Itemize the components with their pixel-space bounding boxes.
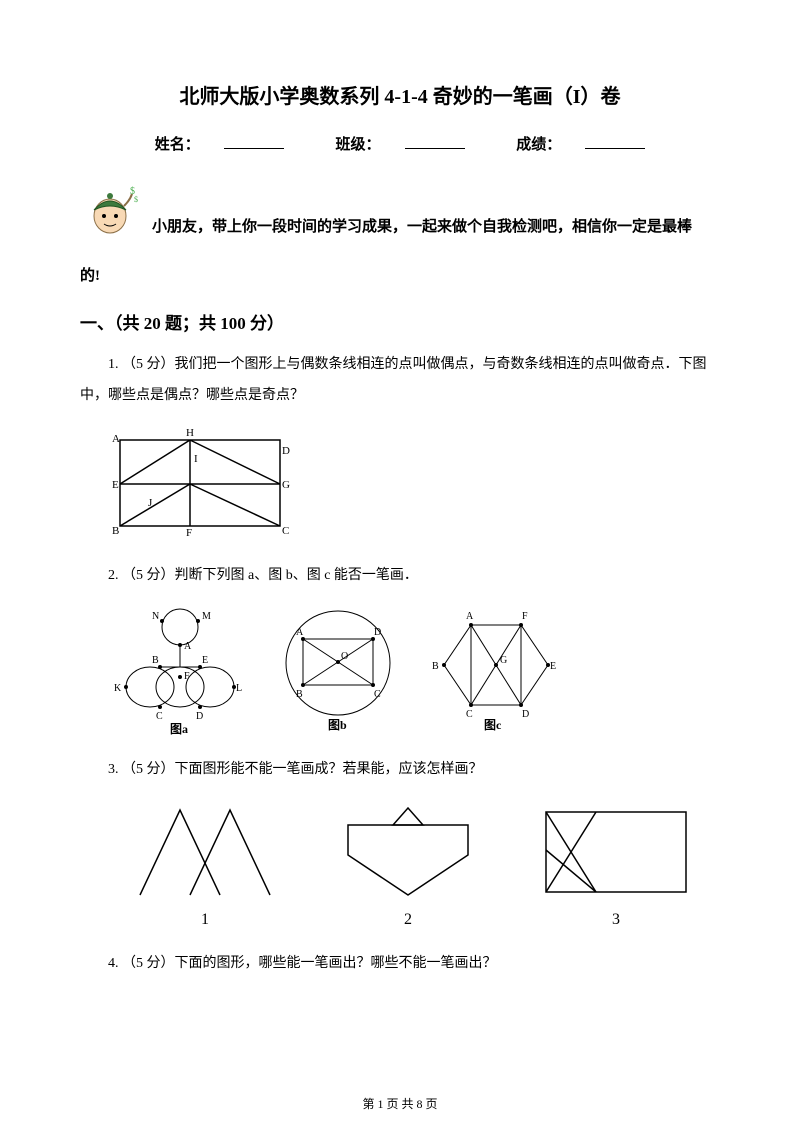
fig2b-label: 图b (328, 718, 347, 732)
score-field: 成绩： (504, 137, 657, 153)
svg-text:C: C (374, 689, 381, 700)
figure-q1: A H D E I G B F C J (110, 426, 720, 541)
question-3: 3. （5 分）下面图形能不能一笔画成？若果能，应该怎样画？ (80, 755, 720, 786)
svg-text:A: A (296, 627, 304, 638)
svg-text:A: A (184, 641, 192, 652)
question-4: 4. （5 分）下面的图形，哪些能一笔画出？哪些不能一笔画出？ (80, 949, 720, 980)
svg-text:L: L (236, 683, 242, 694)
fig-2c: A F B G E C D 图c (426, 605, 566, 735)
fig2c-label: 图c (484, 718, 502, 732)
svg-text:H: H (186, 427, 194, 439)
fig3-2: 2 (328, 800, 488, 929)
page-title: 北师大版小学奥数系列 4-1-4 奇妙的一笔画（I）卷 (80, 80, 720, 109)
svg-text:F: F (186, 527, 192, 536)
svg-text:E: E (550, 661, 556, 672)
svg-text:D: D (522, 709, 529, 720)
encouragement-tail: 的! (80, 264, 720, 285)
svg-text:D: D (196, 711, 203, 722)
svg-text:C: C (466, 709, 473, 720)
svg-text:J: J (148, 497, 153, 509)
svg-text:F: F (184, 671, 190, 682)
svg-text:D: D (374, 627, 381, 638)
svg-text:N: N (152, 611, 159, 622)
svg-text:B: B (432, 661, 439, 672)
encouragement-text: 小朋友，带上你一段时间的学习成果，一起来做个自我检测吧，相信你一定是最棒 (152, 212, 720, 242)
encouragement-row: $ $ 小朋友，带上你一段时间的学习成果，一起来做个自我检测吧，相信你一定是最棒 (80, 182, 720, 242)
svg-text:B: B (152, 655, 159, 666)
meta-row: 姓名： 班级： 成绩： (80, 133, 720, 154)
svg-text:F: F (522, 611, 528, 622)
fig2a-label: 图a (170, 722, 188, 735)
mascot-icon: $ $ (80, 182, 140, 242)
svg-text:B: B (112, 525, 119, 536)
svg-text:C: C (156, 711, 163, 722)
fig-2b: A D B C O 图b (268, 605, 408, 735)
class-field: 班级： (323, 137, 476, 153)
question-2: 2. （5 分）判断下列图 a、图 b、图 c 能否一笔画． (80, 561, 720, 592)
svg-text:K: K (114, 683, 122, 694)
svg-text:D: D (282, 445, 290, 457)
name-field: 姓名： (143, 137, 296, 153)
svg-text:O: O (341, 651, 348, 662)
fig3-3: 3 (536, 800, 696, 929)
page-footer: 第 1 页 共 8 页 (0, 1095, 800, 1112)
question-1: 1. （5 分）我们把一个图形上与偶数条线相连的点叫做偶点，与奇数条线相连的点叫… (80, 350, 720, 412)
fig-2a: N M A B E F K C D L 图a (110, 605, 250, 735)
svg-text:A: A (112, 433, 120, 445)
svg-text:B: B (296, 689, 303, 700)
svg-text:M: M (202, 611, 211, 622)
section-heading: 一、（共 20 题；共 100 分） (80, 309, 720, 334)
svg-text:$: $ (134, 195, 138, 204)
svg-text:E: E (112, 479, 119, 491)
svg-text:A: A (466, 611, 474, 622)
figure-q3: 1 2 3 (130, 800, 720, 929)
svg-text:C: C (282, 525, 289, 536)
figure-q2: N M A B E F K C D L 图a A D B C O 图b (110, 605, 720, 735)
svg-text:G: G (500, 655, 507, 666)
svg-text:G: G (282, 479, 290, 491)
fig3-1: 1 (130, 800, 280, 929)
svg-text:E: E (202, 655, 208, 666)
svg-text:I: I (194, 453, 198, 465)
